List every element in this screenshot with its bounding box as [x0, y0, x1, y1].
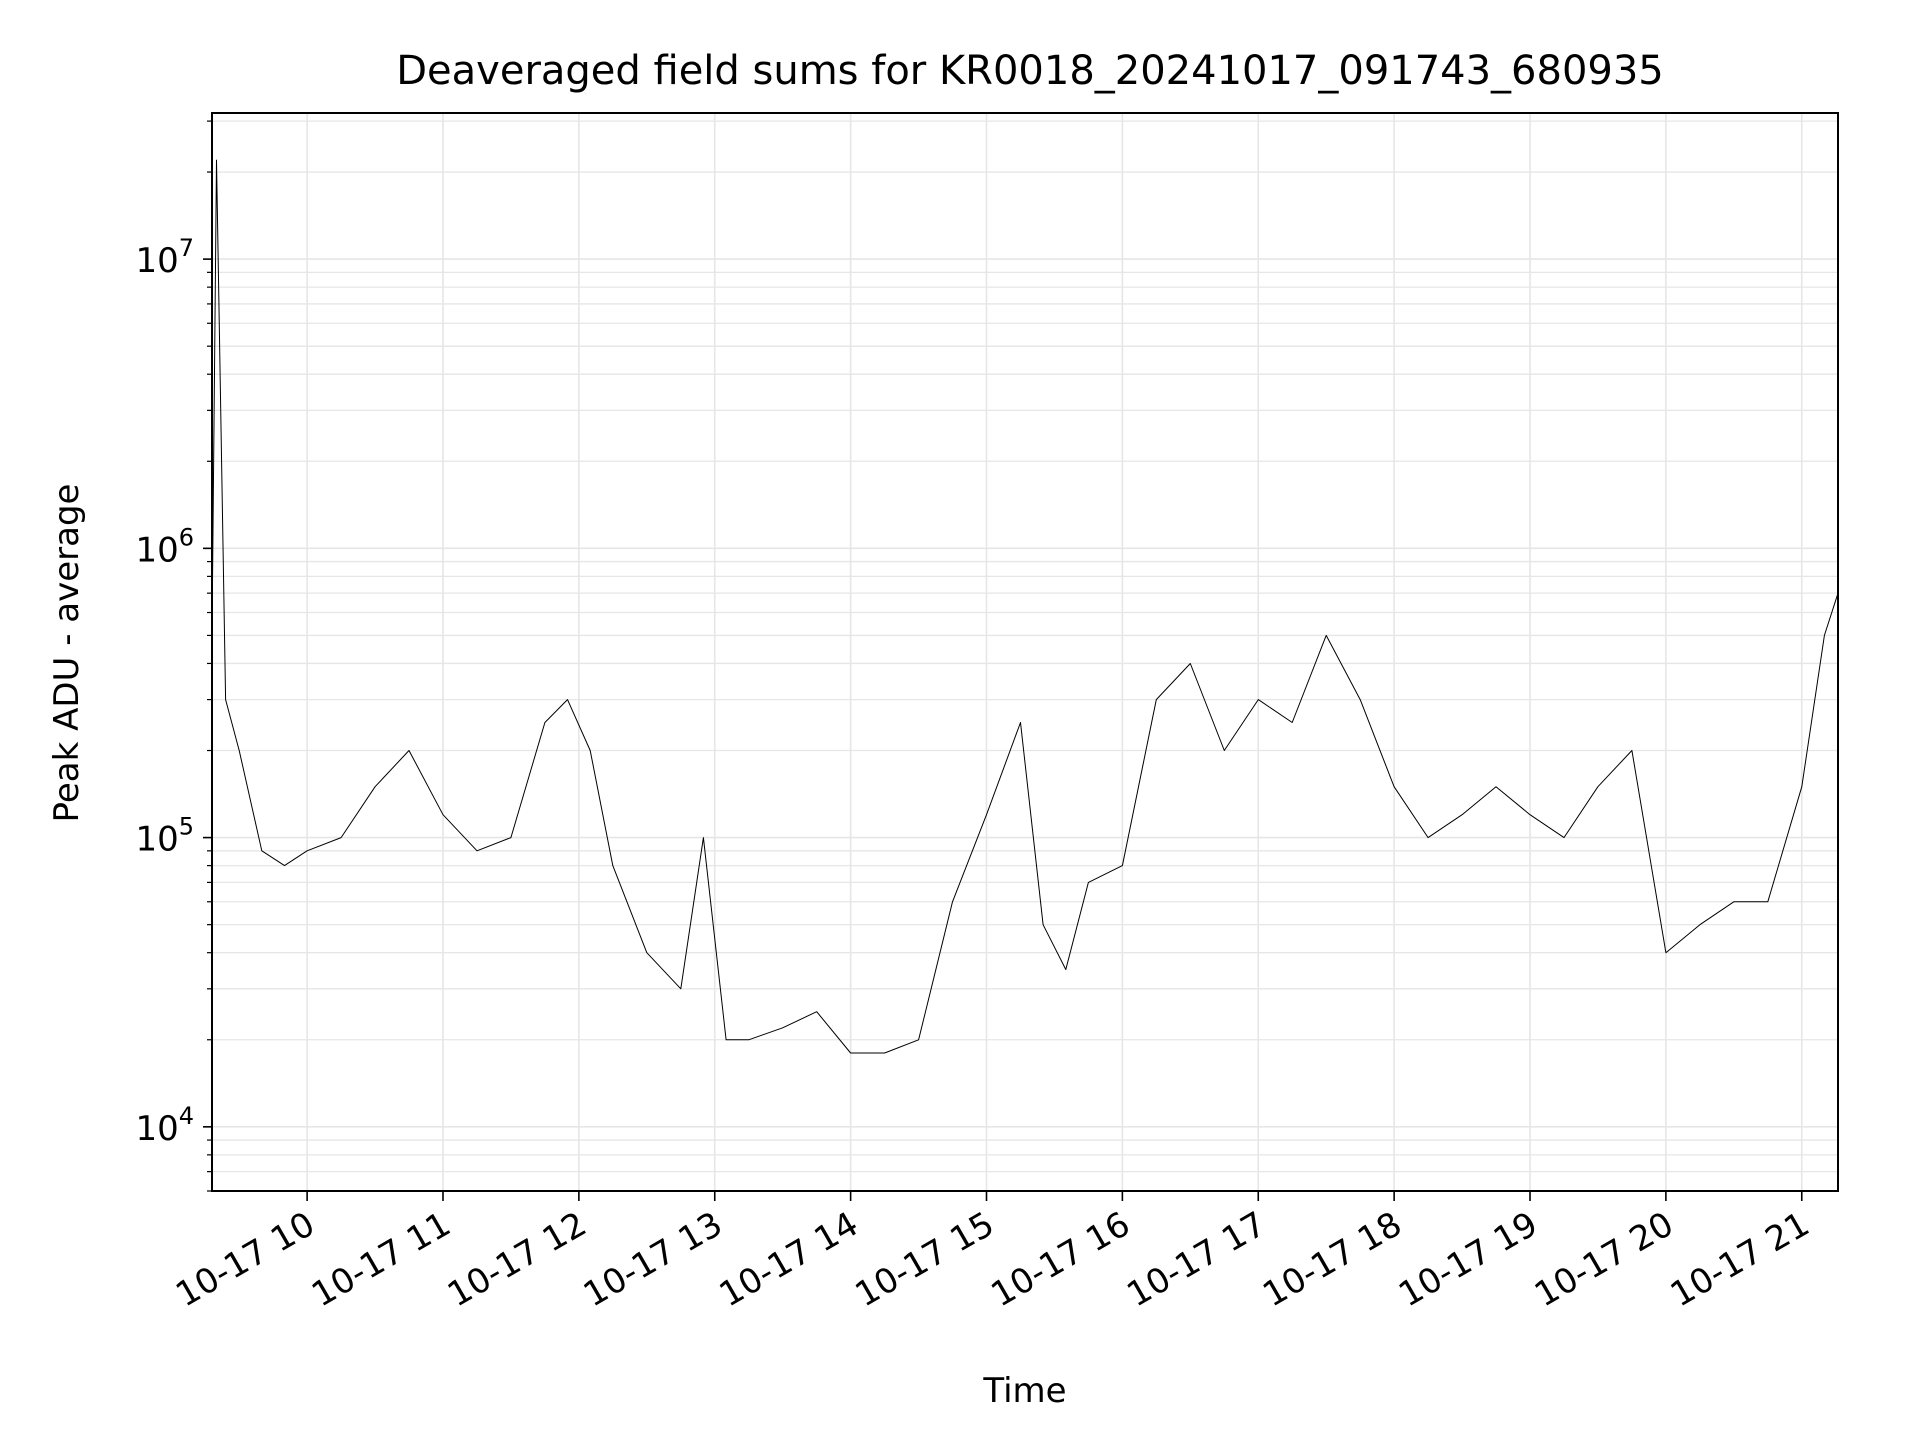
y-tick-label: 104 — [135, 1102, 194, 1149]
y-tick-label: 106 — [135, 523, 194, 570]
y-tick-label: 107 — [135, 234, 194, 281]
x-axis-label: Time — [982, 1371, 1066, 1411]
plot-frame — [211, 112, 1839, 1192]
chart-title: Deaveraged field sums for KR0018_2024101… — [396, 48, 1664, 94]
y-axis-label: Peak ADU - average — [47, 484, 87, 823]
series-line — [211, 159, 1839, 1054]
grid — [212, 113, 1838, 1192]
y-tick-label: 105 — [135, 813, 194, 860]
y-axis: 104 105 106 107 — [135, 120, 212, 1192]
